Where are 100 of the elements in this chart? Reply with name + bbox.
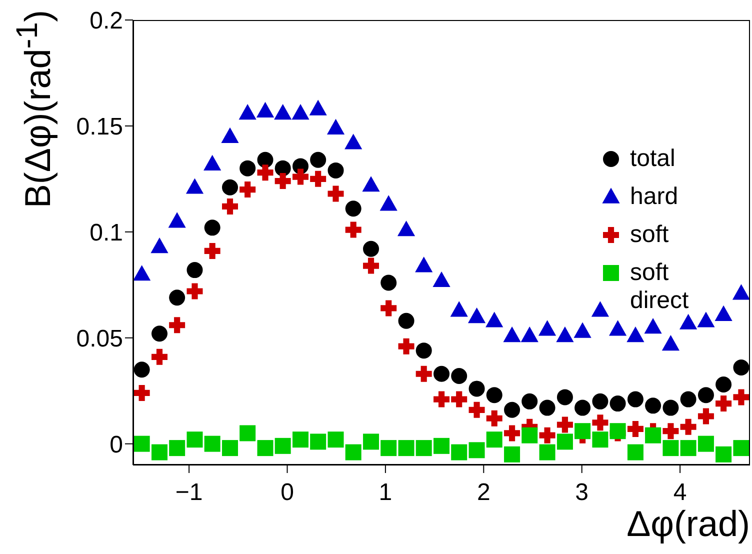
y-tick-label: 0.05 bbox=[76, 325, 123, 352]
point bbox=[468, 402, 485, 418]
point bbox=[486, 387, 502, 404]
point bbox=[310, 152, 326, 168]
point bbox=[504, 425, 520, 442]
point bbox=[662, 335, 680, 351]
point bbox=[522, 393, 538, 410]
point bbox=[574, 400, 591, 416]
point bbox=[556, 416, 573, 433]
point bbox=[133, 265, 151, 281]
point bbox=[151, 444, 168, 460]
point bbox=[610, 396, 626, 412]
point bbox=[204, 242, 220, 259]
point bbox=[240, 425, 256, 442]
point bbox=[328, 432, 344, 448]
point bbox=[134, 384, 150, 401]
y-tick-label: 0 bbox=[110, 431, 123, 458]
point bbox=[416, 440, 432, 456]
x-tick-label: 2 bbox=[476, 479, 490, 506]
x-tick-label: −1 bbox=[175, 479, 203, 506]
point bbox=[716, 376, 732, 392]
point bbox=[486, 312, 504, 328]
point bbox=[397, 220, 416, 236]
point bbox=[274, 160, 291, 176]
point bbox=[240, 182, 256, 198]
point bbox=[309, 100, 327, 116]
point bbox=[363, 240, 380, 257]
point bbox=[169, 290, 186, 306]
point bbox=[714, 305, 732, 321]
point bbox=[733, 360, 750, 376]
point bbox=[326, 118, 345, 134]
point bbox=[416, 342, 432, 359]
point bbox=[257, 164, 274, 181]
point bbox=[504, 446, 520, 462]
point bbox=[520, 326, 538, 342]
point bbox=[221, 127, 239, 143]
point bbox=[432, 271, 450, 288]
point bbox=[732, 284, 750, 300]
point bbox=[434, 366, 450, 382]
point bbox=[574, 322, 592, 338]
point bbox=[539, 427, 556, 444]
point bbox=[345, 222, 362, 238]
point bbox=[204, 220, 220, 236]
legend-label: soft bbox=[630, 221, 670, 249]
point bbox=[627, 420, 644, 437]
point bbox=[608, 320, 627, 336]
point bbox=[380, 274, 397, 291]
point bbox=[451, 444, 468, 460]
point bbox=[240, 160, 256, 176]
point bbox=[380, 300, 397, 316]
point bbox=[362, 176, 380, 192]
point bbox=[274, 104, 292, 120]
y-tick-label: 0.1 bbox=[90, 219, 123, 246]
point bbox=[363, 258, 380, 274]
point bbox=[698, 387, 714, 404]
point bbox=[186, 432, 203, 448]
point bbox=[468, 307, 486, 324]
point bbox=[591, 301, 610, 317]
point bbox=[151, 348, 168, 365]
point bbox=[257, 440, 274, 456]
point bbox=[363, 434, 380, 450]
point bbox=[679, 314, 698, 330]
point bbox=[151, 326, 168, 342]
point bbox=[186, 178, 204, 194]
point bbox=[574, 423, 591, 440]
point bbox=[626, 326, 644, 342]
point bbox=[274, 173, 291, 190]
legend-label: total bbox=[630, 145, 676, 173]
point bbox=[134, 362, 150, 378]
point bbox=[274, 438, 291, 454]
point bbox=[592, 432, 608, 448]
point bbox=[716, 446, 732, 462]
point bbox=[486, 432, 502, 448]
y-tick-label: 0.15 bbox=[76, 113, 123, 140]
legend-label: soft direct bbox=[630, 259, 690, 315]
legend-label: hard bbox=[630, 183, 680, 211]
point bbox=[486, 410, 502, 426]
point bbox=[627, 444, 644, 460]
point bbox=[398, 338, 414, 354]
point bbox=[292, 168, 309, 185]
point bbox=[238, 104, 256, 120]
point bbox=[468, 442, 485, 458]
point bbox=[733, 389, 750, 406]
point bbox=[662, 400, 679, 416]
point bbox=[592, 414, 608, 431]
point bbox=[645, 398, 662, 414]
point bbox=[222, 179, 238, 196]
point bbox=[186, 283, 203, 300]
point bbox=[716, 396, 732, 412]
point bbox=[733, 440, 750, 456]
point bbox=[539, 444, 556, 460]
point bbox=[592, 393, 608, 410]
point bbox=[451, 368, 468, 384]
point bbox=[380, 195, 398, 211]
point bbox=[310, 434, 326, 450]
point bbox=[169, 440, 186, 456]
point bbox=[328, 186, 344, 202]
x-tick-label: 0 bbox=[280, 479, 294, 506]
point bbox=[292, 104, 310, 120]
point bbox=[662, 423, 679, 440]
